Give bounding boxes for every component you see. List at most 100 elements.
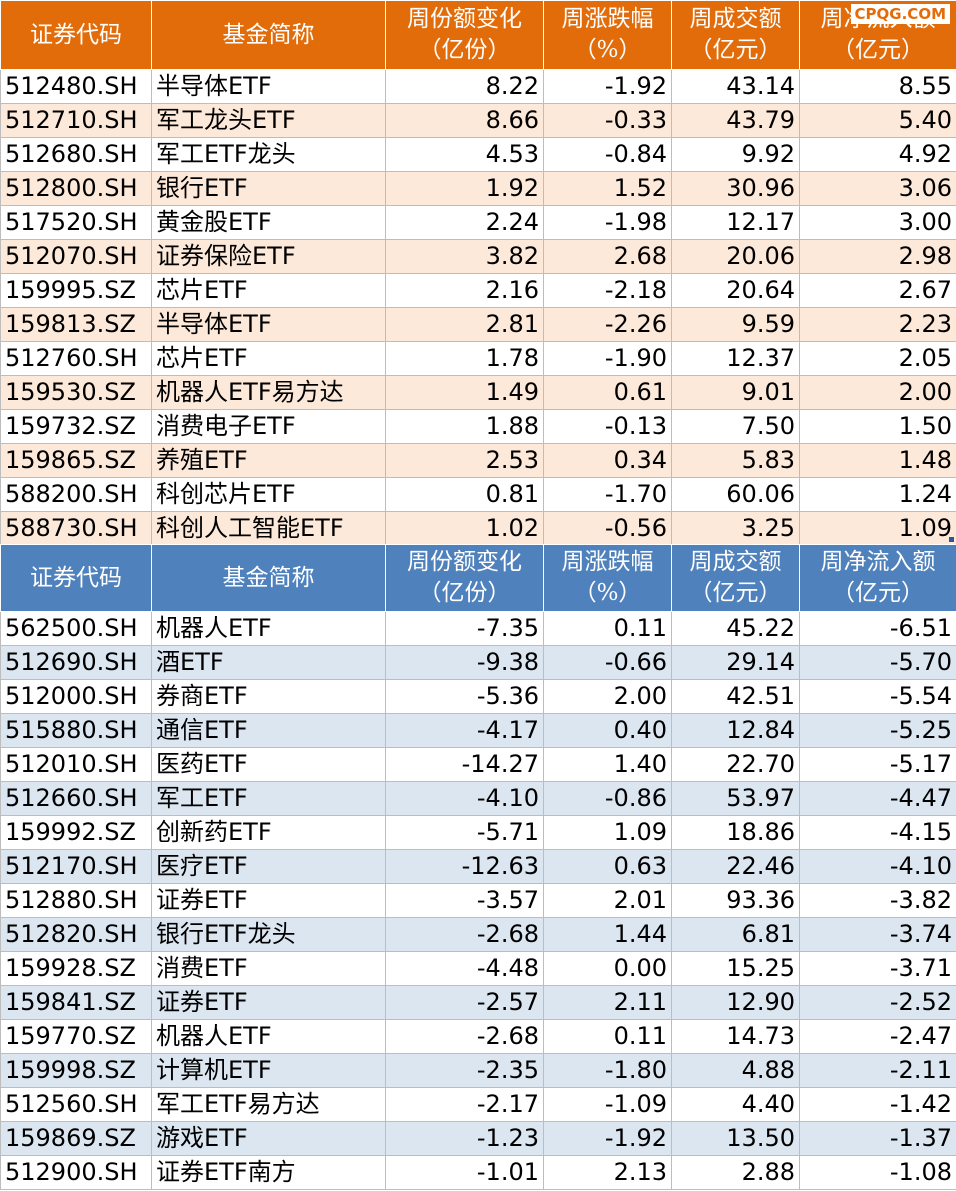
cell-fund-name: 银行ETF龙头 xyxy=(152,918,386,952)
cell-fund-name: 机器人ETF xyxy=(152,1020,386,1054)
cell-share-change: 2.53 xyxy=(386,444,544,478)
cell-net-inflow: -6.51 xyxy=(800,612,956,646)
cell-code: 159995.SZ xyxy=(1,274,152,308)
table-row: 512480.SH 半导体ETF 8.22 -1.92 43.14 8.55 xyxy=(1,70,956,104)
cell-net-inflow: 4.92 xyxy=(800,138,956,172)
cell-code: 159992.SZ xyxy=(1,816,152,850)
cell-net-inflow: -2.11 xyxy=(800,1054,956,1088)
cell-code: 512880.SH xyxy=(1,884,152,918)
cell-share-change: 2.16 xyxy=(386,274,544,308)
cell-pct-change: -1.09 xyxy=(544,1088,672,1122)
cell-pct-change: -0.56 xyxy=(544,512,672,546)
cell-net-inflow: 2.00 xyxy=(800,376,956,410)
table-row: 588730.SH 科创人工智能ETF 1.02 -0.56 3.25 1.09 xyxy=(1,512,956,546)
header-pct-change: 周涨跌幅 （%） xyxy=(544,545,672,612)
cell-share-change: 1.88 xyxy=(386,410,544,444)
cell-turnover: 9.59 xyxy=(672,308,800,342)
cell-code: 512560.SH xyxy=(1,1088,152,1122)
cell-turnover: 30.96 xyxy=(672,172,800,206)
cell-share-change: 3.82 xyxy=(386,240,544,274)
cell-turnover: 45.22 xyxy=(672,612,800,646)
cell-fund-name: 证券ETF南方 xyxy=(152,1156,386,1190)
cell-net-inflow: 8.55 xyxy=(800,70,956,104)
header-name: 基金简称 xyxy=(152,545,386,612)
inflow-table: 证券代码 基金简称 周份额变化（亿份） 周涨跌幅（%） 周成交额（亿元） 周净流… xyxy=(0,0,956,546)
cell-turnover: 6.81 xyxy=(672,918,800,952)
cell-pct-change: 0.63 xyxy=(544,850,672,884)
cell-pct-change: -1.70 xyxy=(544,478,672,512)
cell-turnover: 42.51 xyxy=(672,680,800,714)
cell-code: 159770.SZ xyxy=(1,1020,152,1054)
cell-share-change: -4.10 xyxy=(386,782,544,816)
cell-share-change: -2.68 xyxy=(386,1020,544,1054)
table-row: 517520.SH 黄金股ETF 2.24 -1.98 12.17 3.00 xyxy=(1,206,956,240)
cell-pct-change: -0.33 xyxy=(544,104,672,138)
cell-share-change: 1.92 xyxy=(386,172,544,206)
table-row: 159865.SZ 养殖ETF 2.53 0.34 5.83 1.48 xyxy=(1,444,956,478)
cell-net-inflow: 2.23 xyxy=(800,308,956,342)
cell-share-change: 4.53 xyxy=(386,138,544,172)
table-row: 562500.SH 机器人ETF -7.35 0.11 45.22 -6.51 xyxy=(1,612,956,646)
cell-code: 512680.SH xyxy=(1,138,152,172)
table-row: 588200.SH 科创芯片ETF 0.81 -1.70 60.06 1.24 xyxy=(1,478,956,512)
cell-code: 159813.SZ xyxy=(1,308,152,342)
cell-turnover: 20.64 xyxy=(672,274,800,308)
cell-net-inflow: 5.40 xyxy=(800,104,956,138)
cell-fund-name: 消费ETF xyxy=(152,952,386,986)
cell-fund-name: 芯片ETF xyxy=(152,274,386,308)
cell-turnover: 22.70 xyxy=(672,748,800,782)
inflow-table-body: 512480.SH 半导体ETF 8.22 -1.92 43.14 8.55 512710.… xyxy=(1,70,956,546)
cell-fund-name: 养殖ETF xyxy=(152,444,386,478)
cell-pct-change: 1.44 xyxy=(544,918,672,952)
cell-pct-change: -1.98 xyxy=(544,206,672,240)
cell-code: 159841.SZ xyxy=(1,986,152,1020)
cell-share-change: 1.49 xyxy=(386,376,544,410)
cell-turnover: 5.83 xyxy=(672,444,800,478)
cell-net-inflow: 2.67 xyxy=(800,274,956,308)
cell-pct-change: 0.40 xyxy=(544,714,672,748)
cell-net-inflow: -4.15 xyxy=(800,816,956,850)
table-row: 159732.SZ 消费电子ETF 1.88 -0.13 7.50 1.50 xyxy=(1,410,956,444)
cell-turnover: 9.92 xyxy=(672,138,800,172)
table-row: 512070.SH 证券保险ETF 3.82 2.68 20.06 2.98 xyxy=(1,240,956,274)
cell-share-change: -9.38 xyxy=(386,646,544,680)
cell-turnover: 20.06 xyxy=(672,240,800,274)
cell-code: 512800.SH xyxy=(1,172,152,206)
cell-fund-name: 医药ETF xyxy=(152,748,386,782)
cell-pct-change: 0.11 xyxy=(544,612,672,646)
cell-share-change: -4.17 xyxy=(386,714,544,748)
table-row: 512010.SH 医药ETF -14.27 1.40 22.70 -5.17 xyxy=(1,748,956,782)
cell-code: 512660.SH xyxy=(1,782,152,816)
cell-fund-name: 黄金股ETF xyxy=(152,206,386,240)
cell-fund-name: 半导体ETF xyxy=(152,70,386,104)
header-net-inflow: 周净流入额（亿元） xyxy=(800,545,956,612)
table-row: 512800.SH 银行ETF 1.92 1.52 30.96 3.06 xyxy=(1,172,956,206)
table-row: 512900.SH 证券ETF南方 -1.01 2.13 2.88 -1.08 xyxy=(1,1156,956,1190)
cell-share-change: -4.48 xyxy=(386,952,544,986)
cell-code: 588200.SH xyxy=(1,478,152,512)
cell-fund-name: 科创芯片ETF xyxy=(152,478,386,512)
header-share-change: 周份额变化 （亿份） xyxy=(386,1,544,70)
cell-net-inflow: 1.24 xyxy=(800,478,956,512)
header-turnover: 周成交额 （亿元） xyxy=(672,545,800,612)
header-code: 证券代码 xyxy=(1,1,152,70)
cell-net-inflow: 2.05 xyxy=(800,342,956,376)
cell-turnover: 60.06 xyxy=(672,478,800,512)
cell-share-change: -1.23 xyxy=(386,1122,544,1156)
cell-net-inflow: -1.42 xyxy=(800,1088,956,1122)
cell-code: 159865.SZ xyxy=(1,444,152,478)
cell-share-change: -2.17 xyxy=(386,1088,544,1122)
cell-net-inflow: 3.06 xyxy=(800,172,956,206)
cell-net-inflow: -5.25 xyxy=(800,714,956,748)
cell-net-inflow: -3.74 xyxy=(800,918,956,952)
cell-code: 512760.SH xyxy=(1,342,152,376)
table-row: 512820.SH 银行ETF龙头 -2.68 1.44 6.81 -3.74 xyxy=(1,918,956,952)
cell-pct-change: -0.66 xyxy=(544,646,672,680)
cell-code: 159732.SZ xyxy=(1,410,152,444)
cell-turnover: 2.88 xyxy=(672,1156,800,1190)
inflow-header-row: 证券代码 基金简称 周份额变化（亿份） 周涨跌幅（%） 周成交额（亿元） 周净流… xyxy=(1,1,956,70)
cell-turnover: 9.01 xyxy=(672,376,800,410)
cell-pct-change: 0.11 xyxy=(544,1020,672,1054)
table-row: 159928.SZ 消费ETF -4.48 0.00 15.25 -3.71 xyxy=(1,952,956,986)
cell-net-inflow: 3.00 xyxy=(800,206,956,240)
